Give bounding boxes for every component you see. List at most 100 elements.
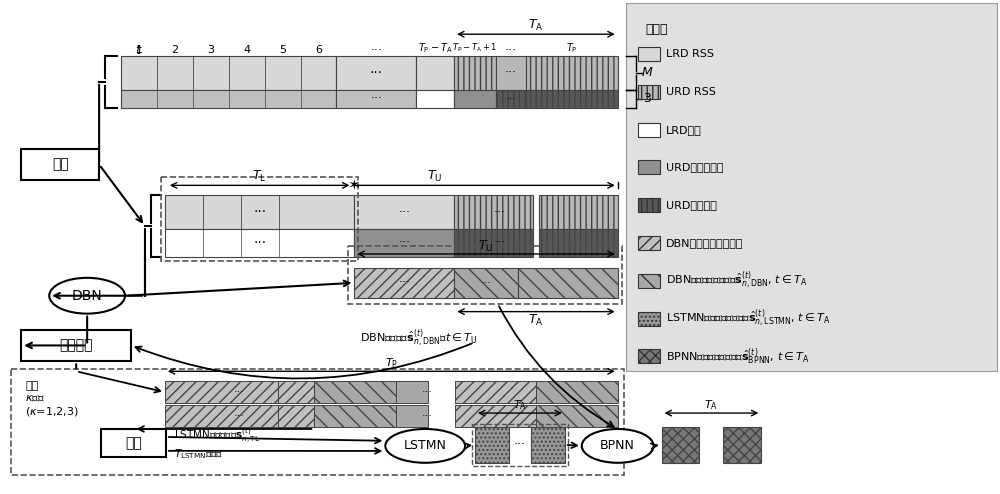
Bar: [161, 177, 358, 261]
Bar: [496, 90, 526, 108]
Text: $T_\mathrm{L}$: $T_\mathrm{L}$: [252, 169, 267, 184]
Bar: [416, 56, 454, 90]
Text: ···: ···: [253, 236, 266, 250]
Text: BPNN目标坐标估计值，$\hat{\mathbf{s}}_{\mathrm{BPNN}}^{(t)}$, $t\in T_\mathrm{A}$: BPNN目标坐标估计值，$\hat{\mathbf{s}}_{\mathrm{B…: [666, 346, 809, 367]
Bar: [638, 123, 660, 137]
Text: ···: ···: [370, 92, 382, 105]
Bar: [638, 274, 660, 288]
Bar: [454, 229, 533, 257]
Text: ···: ···: [505, 67, 517, 80]
Bar: [454, 90, 496, 108]
Bar: [539, 229, 618, 257]
Text: $T_\mathrm{A}$: $T_\mathrm{A}$: [704, 398, 718, 412]
Text: $t$: $t$: [135, 43, 143, 57]
Bar: [101, 429, 166, 457]
Text: ···: ···: [370, 43, 382, 57]
Text: $T_\mathrm{A}$: $T_\mathrm{A}$: [513, 398, 527, 412]
Ellipse shape: [582, 429, 654, 463]
Bar: [496, 56, 526, 90]
Bar: [454, 195, 533, 229]
Text: 图例：: 图例：: [646, 23, 668, 36]
Text: URD非目标坐标: URD非目标坐标: [666, 163, 723, 172]
Bar: [518, 268, 618, 298]
Text: ···: ···: [493, 237, 505, 249]
Text: ···: ···: [370, 66, 383, 80]
Text: ✶: ✶: [348, 178, 361, 193]
Bar: [165, 229, 354, 257]
Bar: [354, 229, 454, 257]
Bar: [416, 90, 454, 108]
Text: ···: ···: [253, 205, 266, 219]
Bar: [21, 329, 131, 361]
Bar: [472, 424, 568, 466]
Text: ···: ···: [493, 206, 505, 219]
Bar: [638, 312, 660, 326]
Bar: [354, 195, 454, 229]
Text: 3: 3: [207, 45, 214, 55]
Bar: [348, 246, 622, 304]
Text: 重排: 重排: [52, 158, 69, 171]
Text: $M$: $M$: [641, 67, 654, 80]
Text: ···: ···: [234, 411, 245, 421]
Text: 1: 1: [136, 45, 143, 55]
Text: DBN非目标坐标估计值: DBN非目标坐标估计值: [666, 238, 743, 248]
Text: 5: 5: [279, 45, 286, 55]
Bar: [638, 198, 660, 212]
Bar: [336, 90, 416, 108]
Text: 重排: 重排: [125, 436, 142, 450]
Text: $T_\mathrm{LSTMN}$个向量: $T_\mathrm{LSTMN}$个向量: [174, 447, 223, 461]
Text: ···: ···: [506, 94, 516, 104]
Bar: [662, 427, 699, 463]
Text: ···: ···: [514, 438, 526, 452]
Bar: [314, 381, 396, 403]
Text: 提取
$\kappa$维度
($\kappa$=1,2,3): 提取 $\kappa$维度 ($\kappa$=1,2,3): [25, 381, 79, 418]
Bar: [455, 381, 536, 403]
Text: ···: ···: [505, 43, 517, 57]
Text: DBN估计值，$\hat{\mathbf{s}}_{n,\mathrm{DBN}}^{(t)}$，$t\in T_\mathrm{U}$: DBN估计值，$\hat{\mathbf{s}}_{n,\mathrm{DBN}…: [360, 328, 478, 350]
Text: LRD RSS: LRD RSS: [666, 49, 714, 59]
Text: $T_\mathrm{U}$: $T_\mathrm{U}$: [478, 239, 494, 253]
Text: 2: 2: [171, 45, 178, 55]
Bar: [539, 195, 618, 229]
Text: ···: ···: [481, 278, 491, 288]
Bar: [11, 370, 624, 475]
Text: $T_\mathrm{P}$: $T_\mathrm{P}$: [385, 357, 398, 370]
Bar: [531, 427, 565, 463]
Bar: [638, 349, 660, 364]
Ellipse shape: [49, 278, 125, 314]
Text: LRD坐标: LRD坐标: [666, 124, 701, 135]
Bar: [278, 381, 314, 403]
Bar: [638, 161, 660, 174]
Bar: [121, 56, 336, 90]
Text: ···: ···: [234, 387, 245, 397]
Bar: [21, 149, 99, 180]
Bar: [165, 381, 278, 403]
Bar: [638, 47, 660, 61]
Text: 4: 4: [243, 45, 250, 55]
Text: ···: ···: [398, 206, 410, 219]
Bar: [121, 90, 336, 108]
Text: URD目标坐标: URD目标坐标: [666, 200, 716, 210]
Bar: [536, 405, 618, 427]
Text: DBN目标坐标估计值，$\hat{\mathbf{s}}_{n,\mathrm{DBN}}^{(t)}$, $t\in T_\mathrm{A}$: DBN目标坐标估计值，$\hat{\mathbf{s}}_{n,\mathrm{…: [666, 270, 807, 292]
Text: 恢复重排: 恢复重排: [59, 338, 93, 352]
Text: $T_\mathrm{A}$: $T_\mathrm{A}$: [528, 313, 544, 328]
Text: $T_\mathrm{U}$: $T_\mathrm{U}$: [427, 169, 442, 184]
Text: $T_\mathrm{P}-T_\mathrm{A}$: $T_\mathrm{P}-T_\mathrm{A}$: [418, 41, 453, 55]
Bar: [638, 85, 660, 99]
Bar: [723, 427, 761, 463]
Bar: [336, 56, 416, 90]
Text: LSTMN训练数据，$\mathbf{s}_{n,\mathrm{TL}}^{(t)}$: LSTMN训练数据，$\mathbf{s}_{n,\mathrm{TL}}^{(…: [174, 427, 260, 446]
Text: LSTMN目标坐标估计值，$\hat{\mathbf{s}}_{n,\mathrm{LSTMN}}^{(t)}$, $t\in T_\mathrm{A}$: LSTMN目标坐标估计值，$\hat{\mathbf{s}}_{n,\mathr…: [666, 308, 830, 329]
Text: ···: ···: [422, 387, 433, 397]
Text: 6: 6: [315, 45, 322, 55]
Text: ···: ···: [705, 438, 717, 452]
Bar: [526, 90, 618, 108]
Bar: [314, 405, 396, 427]
Text: $T_\mathrm{A}$: $T_\mathrm{A}$: [528, 18, 544, 33]
Bar: [454, 268, 518, 298]
Bar: [638, 236, 660, 250]
Bar: [536, 381, 618, 403]
Text: URD RSS: URD RSS: [666, 87, 715, 97]
Bar: [165, 405, 278, 427]
